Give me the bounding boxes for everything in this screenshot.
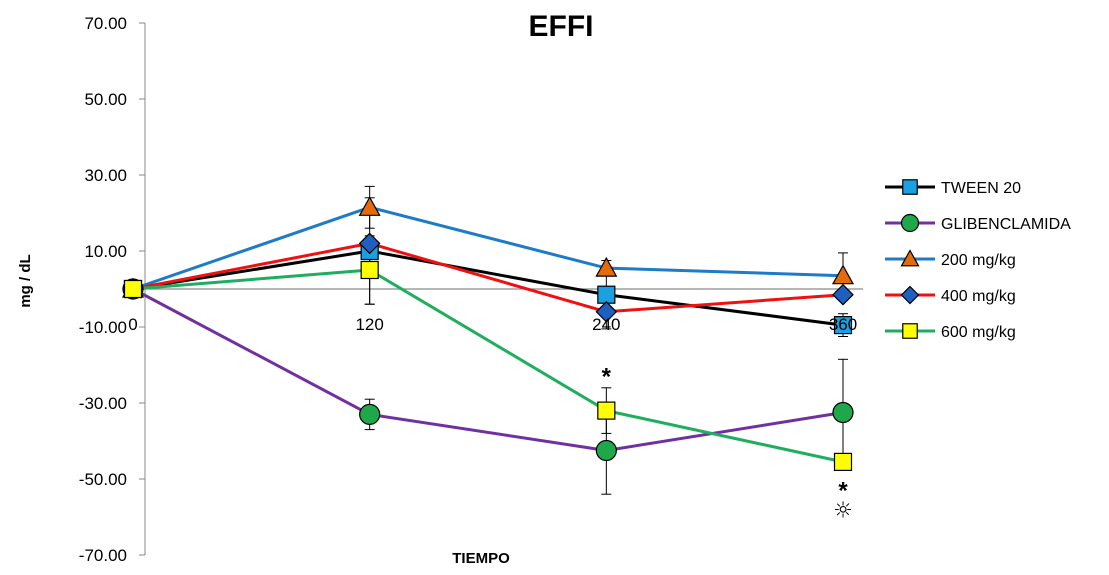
series-line-glibenclamida — [132, 287, 844, 452]
x-tick-label: 240 — [592, 315, 620, 334]
data-point-400-mg-kg — [358, 232, 381, 255]
series-line-200-mg-kg — [132, 205, 844, 291]
data-point-600-mg-kg — [360, 260, 379, 280]
x-axis-title: TIEMPO — [452, 550, 510, 567]
significance-asterisk: * — [602, 364, 612, 391]
y-tick-label: 70.00 — [84, 14, 127, 33]
data-point-200-mg-kg — [358, 196, 381, 216]
series-line-tween-20 — [132, 249, 844, 327]
data-point-200-mg-kg — [595, 256, 618, 277]
significance-sun-symbol: ☼ — [833, 498, 853, 523]
legend-marker — [900, 285, 920, 305]
data-point-600-mg-kg — [833, 452, 853, 471]
data-point-glibenclamida — [832, 401, 854, 424]
x-tick-label: 360 — [829, 315, 857, 334]
x-tick-labels: 0 120 240 360 — [128, 315, 857, 334]
data-point-tween-20 — [833, 316, 853, 335]
legend-label: 200 mg/kg — [941, 252, 1016, 269]
data-point-tween-20 — [597, 285, 616, 304]
series-lines — [132, 205, 844, 464]
x-tick-label: 120 — [355, 315, 383, 334]
data-point-glibenclamida — [359, 403, 381, 425]
y-tick-label: 50.00 — [84, 90, 127, 109]
y-tick-label: -10.00 — [79, 318, 127, 337]
data-point-600-mg-kg — [123, 279, 143, 299]
series-line-600-mg-kg — [132, 268, 844, 464]
significance-annotations: **☼ — [602, 364, 853, 524]
data-point-glibenclamida — [595, 439, 617, 462]
legend-marker — [900, 213, 920, 233]
data-point-600-mg-kg — [597, 401, 616, 420]
y-tick-label: 10.00 — [84, 242, 127, 261]
legend-marker — [900, 249, 920, 267]
data-point-400-mg-kg — [595, 300, 618, 323]
legend: TWEEN 20 GLIBENCLAMIDA 200 mg/kg 400 mg/kg 6… — [885, 179, 1071, 341]
series-line-400-mg-kg — [132, 241, 844, 314]
legend-label: TWEEN 20 — [941, 180, 1021, 197]
series-markers — [121, 196, 855, 471]
y-tick-label: -50.00 — [79, 470, 127, 489]
x-tick-label: 0 — [128, 315, 137, 334]
legend-label: 400 mg/kg — [941, 288, 1016, 305]
chart-title: EFFI — [529, 10, 594, 43]
significance-asterisk: * — [838, 478, 848, 505]
legend-label: GLIBENCLAMIDA — [941, 216, 1071, 233]
data-point-200-mg-kg — [831, 264, 855, 285]
data-point-400-mg-kg — [832, 283, 854, 306]
legend-marker — [902, 323, 918, 339]
y-tick-label: -30.00 — [79, 394, 127, 413]
legend-label: 600 mg/kg — [941, 324, 1016, 341]
y-tick-label: -70.00 — [79, 546, 127, 565]
legend-marker — [902, 179, 918, 195]
y-tick-label: 30.00 — [84, 166, 127, 185]
y-axis-title: mg / dL — [17, 254, 34, 307]
y-tick-labels: 70.00 50.00 30.00 10.00 -10.00 -30.00 -50.00 -7… — [79, 14, 127, 565]
